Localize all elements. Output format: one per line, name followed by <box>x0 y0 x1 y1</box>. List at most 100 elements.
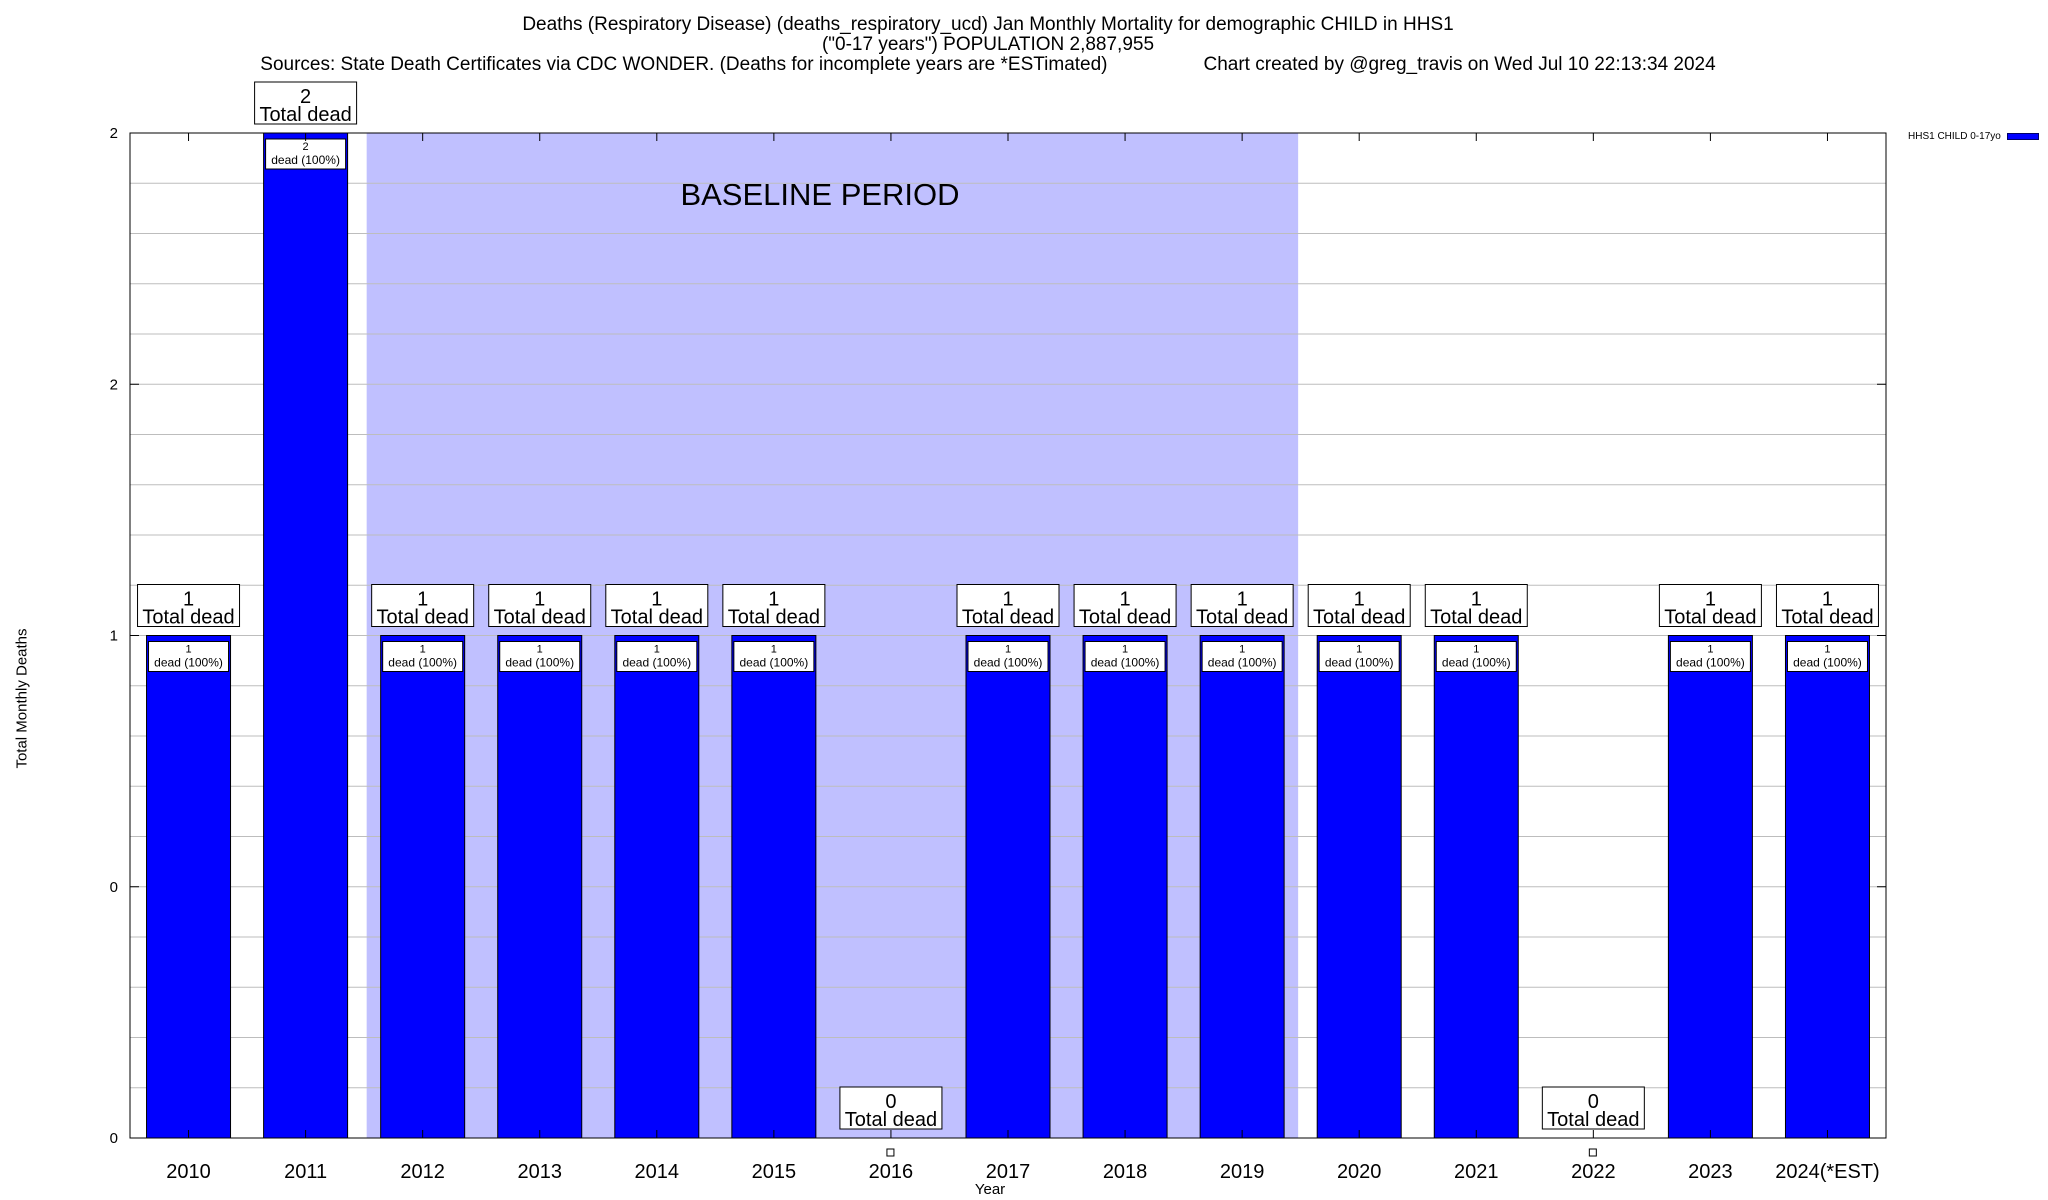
bar-inner-value: 2 <box>303 141 309 153</box>
y-tick-label: 2 <box>110 125 118 142</box>
bar-2023 <box>1667 635 1753 1139</box>
total-label-box <box>254 81 358 125</box>
bar-2013 <box>497 635 583 1139</box>
bar-inner-label-box <box>1669 641 1751 672</box>
bar-inner-label: dead (100%) <box>388 656 457 670</box>
bar-inner-label-box <box>1435 641 1517 672</box>
bar-inner-label-box <box>616 641 698 672</box>
y-tick-label: 0 <box>110 879 118 896</box>
x-tick-label: 2010 <box>166 1161 211 1183</box>
total-label-box <box>137 584 241 627</box>
x-tick-label: 2015 <box>752 1161 797 1183</box>
bar-inner-value: 1 <box>771 644 777 656</box>
total-label-box <box>488 584 592 627</box>
bar-inner-label-box <box>967 641 1049 672</box>
total-label-box <box>371 584 475 627</box>
total-label-box <box>1541 1086 1645 1130</box>
chart-subtitle: ("0-17 years") POPULATION 2,887,955 <box>821 34 1155 55</box>
chart-title: Deaths (Respiratory Disease) (deaths_res… <box>522 14 1454 35</box>
bar-inner-value: 1 <box>654 644 660 656</box>
legend-swatch <box>2006 132 2039 140</box>
bar-inner-label-box <box>499 641 581 672</box>
bar-inner-label-box <box>265 138 347 170</box>
total-label-box <box>722 584 826 627</box>
x-tick-label: 2021 <box>1454 1161 1499 1183</box>
bar-inner-label: dead (100%) <box>1676 656 1745 670</box>
bar-inner-value: 1 <box>537 644 543 656</box>
total-label-box <box>1073 584 1177 627</box>
bar-inner-value: 1 <box>420 644 426 656</box>
zero-marker <box>886 1148 895 1157</box>
total-dead-label: Total dead <box>962 607 1054 629</box>
total-dead-label: Total dead <box>1079 607 1171 629</box>
total-dead-label: Total dead <box>1547 1109 1639 1131</box>
bar-inner-label-box <box>1786 641 1868 672</box>
total-dead-label: Total dead <box>1196 607 1288 629</box>
y-axis-label: Total Monthly Deaths <box>13 628 31 769</box>
bar-2015 <box>731 635 817 1139</box>
bar-inner-value: 1 <box>1707 644 1713 656</box>
bar-inner-label: dead (100%) <box>622 656 691 670</box>
total-label-box <box>1658 584 1762 627</box>
bar-inner-label: dead (100%) <box>1091 656 1160 670</box>
x-tick-label: 2011 <box>284 1161 327 1183</box>
bar-2014 <box>614 635 700 1139</box>
bar-2021 <box>1433 635 1519 1139</box>
bar-inner-value: 1 <box>1356 644 1362 656</box>
x-tick-label: 2019 <box>1220 1161 1265 1183</box>
total-label-box <box>605 584 709 627</box>
total-dead-label: Total dead <box>1664 607 1756 629</box>
total-dead-label: Total dead <box>494 607 586 629</box>
x-tick-label: 2020 <box>1337 1161 1382 1183</box>
plot-frame <box>129 132 1887 1139</box>
total-value-label: 1 <box>1237 589 1248 611</box>
total-value-label: 1 <box>1354 589 1365 611</box>
x-tick-label: 2014 <box>635 1161 680 1183</box>
chart-credit: Chart created by @greg_travis on Wed Jul… <box>1203 54 1716 75</box>
bar-inner-value: 1 <box>1005 644 1011 656</box>
bar-inner-label-box <box>382 641 464 672</box>
bar-inner-label-box <box>148 641 230 672</box>
total-label-box <box>1307 584 1411 627</box>
total-value-label: 0 <box>1588 1091 1599 1113</box>
total-label-box <box>1775 584 1879 627</box>
x-tick-label: 2018 <box>1103 1161 1148 1183</box>
bar-inner-label: dead (100%) <box>271 153 340 167</box>
total-value-label: 1 <box>183 589 194 611</box>
bar-inner-label: dead (100%) <box>1442 656 1511 670</box>
bar-inner-value: 1 <box>1473 644 1479 656</box>
bar-2010 <box>146 635 232 1139</box>
total-dead-label: Total dead <box>611 607 703 629</box>
bar-inner-label: dead (100%) <box>154 656 223 670</box>
chart-sources: Sources: State Death Certificates via CD… <box>260 54 1108 75</box>
bar-2020 <box>1316 635 1402 1139</box>
total-dead-label: Total dead <box>259 104 351 126</box>
total-value-label: 1 <box>1002 589 1013 611</box>
x-tick-label: 2023 <box>1688 1161 1733 1183</box>
x-tick-label: 2013 <box>517 1161 562 1183</box>
bar-inner-label-box <box>733 641 815 672</box>
total-dead-label: Total dead <box>1781 607 1873 629</box>
bar-inner-value: 1 <box>185 644 191 656</box>
x-tick-label: 2012 <box>400 1161 445 1183</box>
x-tick-label: 2017 <box>986 1161 1031 1183</box>
bar-inner-label: dead (100%) <box>974 656 1043 670</box>
chart-sources-line: Sources: State Death Certificates via CD… <box>0 54 1976 76</box>
total-value-label: 1 <box>1822 589 1833 611</box>
total-value-label: 1 <box>534 589 545 611</box>
bar-inner-value: 1 <box>1239 644 1245 656</box>
bar-inner-value: 1 <box>1824 644 1830 656</box>
bar-inner-label: dead (100%) <box>505 656 574 670</box>
total-value-label: 1 <box>417 589 428 611</box>
zero-marker <box>1588 1148 1597 1157</box>
bar-inner-label-box <box>1201 641 1283 672</box>
total-label-box <box>956 584 1060 627</box>
bar-inner-label: dead (100%) <box>740 656 809 670</box>
total-value-label: 0 <box>885 1091 896 1113</box>
bar-2011 <box>263 132 349 1139</box>
bar-inner-label: dead (100%) <box>1793 656 1862 670</box>
total-dead-label: Total dead <box>845 1109 937 1131</box>
baseline-label: BASELINE PERIOD <box>680 177 959 212</box>
y-tick-label: 1 <box>110 628 118 645</box>
x-axis-label: Year <box>974 1181 1006 1198</box>
